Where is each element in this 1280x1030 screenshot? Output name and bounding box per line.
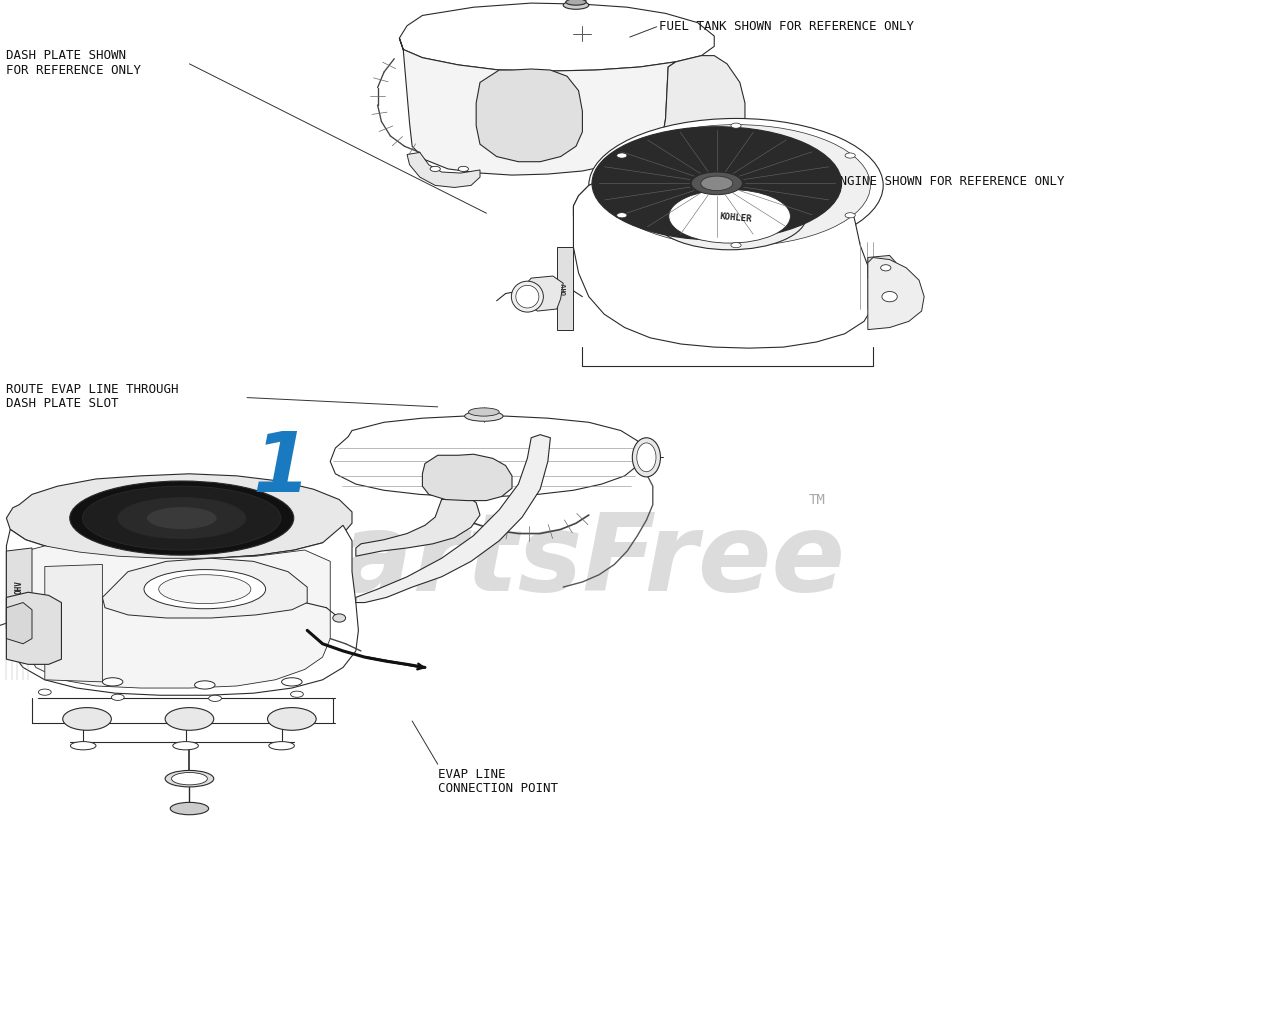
Ellipse shape [845, 213, 855, 218]
Ellipse shape [516, 285, 539, 308]
Ellipse shape [146, 507, 216, 529]
Polygon shape [476, 69, 582, 162]
Polygon shape [399, 38, 676, 175]
Ellipse shape [209, 695, 221, 701]
Text: OHV: OHV [14, 580, 24, 594]
Ellipse shape [63, 708, 111, 730]
Ellipse shape [731, 243, 741, 248]
Ellipse shape [882, 291, 897, 302]
Polygon shape [6, 592, 61, 664]
Text: EVAP LINE: EVAP LINE [438, 768, 506, 781]
Text: KOHLER: KOHLER [719, 212, 753, 225]
Ellipse shape [591, 127, 842, 240]
Ellipse shape [566, 0, 586, 5]
Ellipse shape [82, 486, 282, 550]
Text: PartsFree: PartsFree [268, 509, 846, 614]
Ellipse shape [845, 152, 855, 159]
Ellipse shape [617, 152, 627, 159]
Ellipse shape [465, 411, 503, 421]
Ellipse shape [691, 172, 742, 195]
Polygon shape [407, 152, 480, 187]
Polygon shape [6, 474, 352, 559]
Ellipse shape [589, 118, 883, 252]
Text: OHV: OHV [562, 282, 567, 295]
Ellipse shape [172, 772, 207, 785]
Ellipse shape [637, 443, 657, 472]
Text: DASH PLATE SLOT: DASH PLATE SLOT [6, 398, 119, 410]
Polygon shape [422, 454, 512, 501]
Ellipse shape [512, 281, 544, 312]
Polygon shape [6, 548, 32, 630]
Ellipse shape [69, 481, 294, 555]
Ellipse shape [282, 678, 302, 686]
Polygon shape [26, 546, 330, 688]
Ellipse shape [111, 694, 124, 700]
Polygon shape [45, 564, 102, 682]
Polygon shape [573, 166, 873, 348]
Polygon shape [356, 435, 550, 603]
Ellipse shape [159, 575, 251, 604]
Ellipse shape [668, 190, 790, 243]
Ellipse shape [701, 176, 733, 191]
Ellipse shape [458, 167, 468, 172]
Ellipse shape [333, 614, 346, 622]
Polygon shape [6, 525, 358, 695]
Ellipse shape [881, 265, 891, 271]
Ellipse shape [653, 182, 806, 250]
Polygon shape [330, 416, 640, 496]
Text: ENGINE SHOWN FOR REFERENCE ONLY: ENGINE SHOWN FOR REFERENCE ONLY [832, 175, 1065, 187]
Polygon shape [6, 603, 32, 644]
Ellipse shape [731, 123, 741, 129]
Ellipse shape [268, 708, 316, 730]
Polygon shape [557, 247, 573, 330]
Text: 1: 1 [252, 428, 311, 509]
Ellipse shape [291, 691, 303, 697]
Ellipse shape [38, 689, 51, 695]
Ellipse shape [165, 708, 214, 730]
Ellipse shape [118, 497, 246, 539]
Polygon shape [573, 166, 855, 260]
Text: CONNECTION POINT: CONNECTION POINT [438, 783, 558, 795]
Text: ROUTE EVAP LINE THROUGH: ROUTE EVAP LINE THROUGH [6, 383, 179, 396]
Polygon shape [356, 496, 480, 556]
Ellipse shape [563, 1, 589, 9]
Text: FUEL TANK SHOWN FOR REFERENCE ONLY: FUEL TANK SHOWN FOR REFERENCE ONLY [659, 21, 914, 33]
Polygon shape [102, 558, 307, 618]
Polygon shape [868, 258, 924, 330]
Text: FOR REFERENCE ONLY: FOR REFERENCE ONLY [6, 64, 141, 76]
Ellipse shape [170, 802, 209, 815]
Ellipse shape [468, 408, 499, 416]
Ellipse shape [430, 167, 440, 172]
Polygon shape [868, 255, 896, 283]
Ellipse shape [632, 438, 660, 477]
Ellipse shape [70, 742, 96, 750]
Ellipse shape [143, 570, 266, 609]
Ellipse shape [602, 125, 870, 246]
Polygon shape [522, 276, 563, 311]
Polygon shape [663, 56, 745, 152]
Ellipse shape [195, 681, 215, 689]
Polygon shape [399, 3, 714, 71]
Ellipse shape [165, 770, 214, 787]
Text: DASH PLATE SHOWN: DASH PLATE SHOWN [6, 49, 127, 62]
Ellipse shape [173, 742, 198, 750]
Ellipse shape [617, 213, 627, 218]
Text: TM: TM [808, 492, 826, 507]
Ellipse shape [269, 742, 294, 750]
Ellipse shape [102, 678, 123, 686]
